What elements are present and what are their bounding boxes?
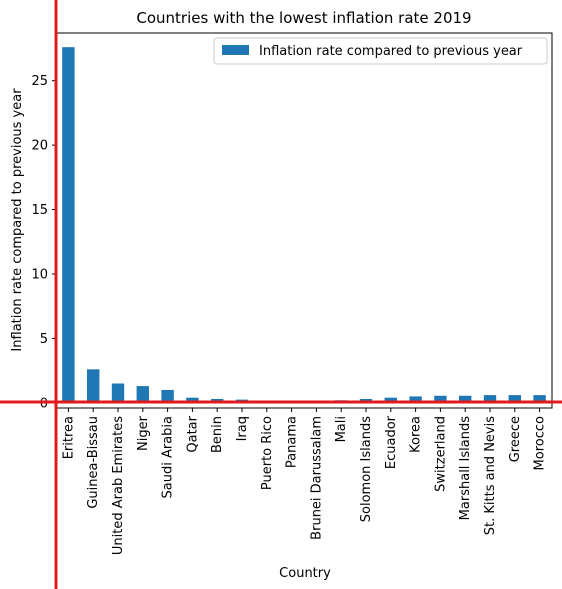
y-tick-label: 15 (31, 203, 48, 218)
x-tick-label: St. Kitts and Nevis (483, 416, 498, 535)
bar-united-arab-emirates (111, 383, 125, 403)
x-ticks: Eritrea Guinea-Bissau United Arab Emirates… (61, 408, 548, 555)
x-tick-label: Puerto Rico (260, 416, 275, 490)
x-tick-label: Solomon Islands (359, 416, 374, 522)
x-tick-label: Niger (136, 415, 151, 451)
bar-korea (409, 396, 422, 403)
x-tick-label: Panama (285, 416, 300, 468)
x-tick-label: Korea (409, 416, 424, 453)
x-tick-label: Eritrea (61, 416, 76, 459)
x-tick-label: Ecuador (384, 415, 399, 469)
bar-niger (136, 386, 149, 403)
bar-morocco (533, 395, 546, 403)
y-tick-label: 5 (40, 332, 48, 347)
bar-switzerland (434, 395, 447, 403)
x-tick-label: Benin (210, 416, 225, 453)
y-tick-label: 25 (31, 74, 48, 89)
x-tick-label: Switzerland (433, 416, 448, 492)
bar-st-kitts-and-nevis (483, 395, 497, 403)
x-tick-label: Greece (508, 416, 523, 462)
bar-saudi-arabia (161, 389, 174, 403)
x-tick-label: Brunei Darussalam (309, 416, 324, 540)
bar-marshall-islands (459, 395, 472, 403)
y-ticks: 0 5 10 15 20 25 (31, 74, 56, 411)
x-axis-label: Country (279, 566, 331, 581)
x-tick-label: Guinea-Bissau (86, 416, 101, 509)
x-tick-label: Iraq (235, 416, 250, 441)
x-tick-label: Morocco (533, 416, 548, 470)
x-tick-label: Qatar (185, 415, 200, 452)
x-tick-label: United Arab Emirates (111, 416, 126, 555)
x-tick-label: Mali (334, 416, 349, 442)
legend-label: Inflation rate compared to previous year (259, 44, 523, 59)
bar-eritrea (62, 47, 75, 403)
y-tick-label: 20 (31, 139, 48, 154)
legend: Inflation rate compared to previous year (213, 37, 548, 65)
legend-swatch (222, 45, 249, 55)
y-axis-label: Inflation rate compared to previous year (10, 88, 25, 352)
bar-qatar (186, 397, 199, 403)
legend-box (213, 37, 548, 65)
plot-frame (55, 32, 553, 409)
x-tick-label: Saudi Arabia (161, 416, 176, 499)
chart-title: Countries with the lowest inflation rate… (136, 9, 471, 27)
bar-guinea-bissau (87, 369, 100, 403)
y-tick-label: 10 (31, 267, 48, 282)
bar-ecuador (384, 397, 397, 403)
bar-greece (508, 395, 521, 403)
y-tick-label: 0 (40, 396, 48, 411)
x-tick-label: Marshall Islands (458, 416, 473, 521)
bars-group (62, 47, 546, 404)
